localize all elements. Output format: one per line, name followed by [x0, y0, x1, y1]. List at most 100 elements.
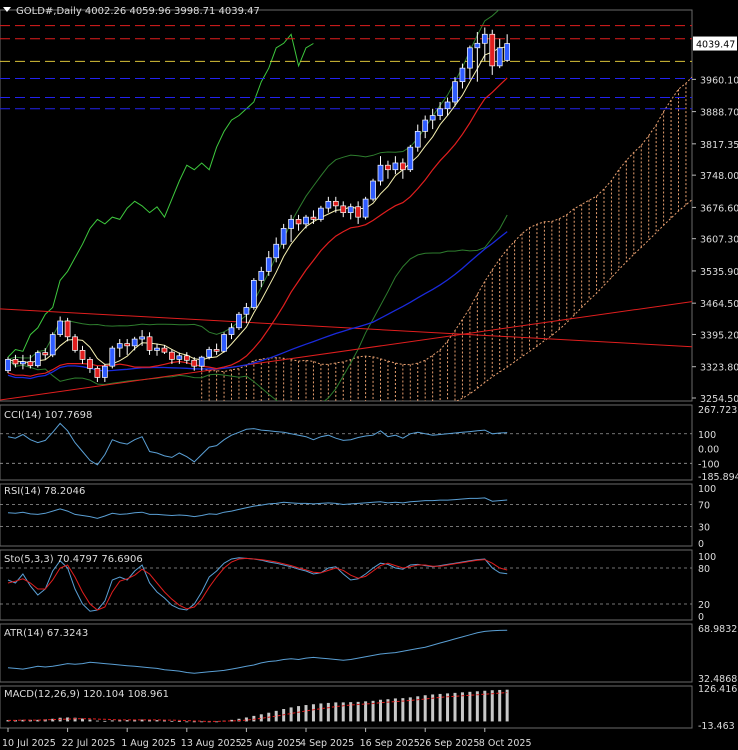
candle-body[interactable]: [467, 47, 473, 69]
axes: 3960.10 3888.70 3817.35 3748.00 3676.60 3607.…: [2, 36, 738, 749]
candle-body[interactable]: [72, 336, 78, 351]
candle-body[interactable]: [64, 320, 71, 338]
pane-titles: GOLD#,Daily 4002.26 4059.96 3998.71 4039…: [4, 6, 260, 700]
candle-body[interactable]: [198, 356, 205, 367]
candle-body[interactable]: [452, 81, 458, 103]
candle-body[interactable]: [169, 351, 175, 360]
candle-body[interactable]: [213, 349, 220, 352]
candle-body[interactable]: [124, 343, 131, 347]
candle-body[interactable]: [288, 219, 294, 229]
candle-body[interactable]: [251, 280, 257, 308]
candle-body[interactable]: [258, 270, 265, 281]
candle-body[interactable]: [496, 47, 503, 67]
time-axis-label: 22 Jul 2025: [62, 738, 116, 749]
candle-body[interactable]: [161, 347, 168, 353]
candle-body[interactable]: [377, 164, 384, 182]
candle-body[interactable]: [57, 320, 64, 335]
candle-body[interactable]: [206, 349, 212, 358]
grid-lines: [0, 9, 693, 729]
candle-body[interactable]: [459, 67, 466, 83]
candle-body[interactable]: [20, 361, 26, 365]
macd-histogram-bar: [215, 721, 219, 723]
candle-body[interactable]: [101, 365, 108, 378]
trend-line-rising: [0, 301, 692, 401]
macd-histogram-bar: [423, 695, 427, 722]
indicator-panes[interactable]: [0, 422, 692, 723]
candle-body[interactable]: [27, 361, 34, 367]
candle-body[interactable]: [474, 42, 481, 49]
candle-body[interactable]: [385, 164, 391, 171]
candle-body[interactable]: [176, 355, 183, 360]
candle-body[interactable]: [437, 108, 443, 116]
cci-axis-label: -100: [698, 459, 720, 470]
candle-body[interactable]: [221, 334, 227, 352]
cci-line: [7, 422, 508, 466]
macd-signal-line: [8, 692, 508, 722]
candle-body[interactable]: [94, 368, 101, 378]
price-axis-label: 3960.10: [700, 75, 738, 86]
candle-body[interactable]: [42, 352, 49, 356]
macd-histogram-bar: [200, 721, 204, 723]
candle-body[interactable]: [481, 33, 488, 44]
candle-body[interactable]: [407, 146, 414, 171]
macd-histogram-bar: [356, 701, 360, 722]
collapse-arrow-icon[interactable]: [3, 7, 11, 12]
candle-body[interactable]: [34, 352, 41, 367]
candle-body[interactable]: [265, 257, 272, 272]
candle-body[interactable]: [191, 359, 198, 367]
candle-body[interactable]: [12, 359, 19, 365]
candle-body[interactable]: [49, 334, 56, 356]
candle-body[interactable]: [392, 162, 399, 171]
candle-body[interactable]: [109, 347, 116, 367]
stochastic-axis-label: 0: [698, 612, 704, 623]
candle-body[interactable]: [370, 180, 376, 200]
candle-body[interactable]: [355, 206, 361, 218]
candle-body[interactable]: [154, 347, 160, 351]
candle-body[interactable]: [332, 200, 339, 207]
candle-body[interactable]: [310, 216, 317, 220]
price-pane[interactable]: [0, 6, 701, 422]
candle-body[interactable]: [340, 205, 347, 213]
macd-histogram-bar: [446, 693, 450, 722]
price-axis-label: 3323.80: [700, 363, 738, 374]
candle-body[interactable]: [347, 206, 354, 213]
candle-body[interactable]: [295, 219, 302, 225]
macd-histogram-bar: [81, 718, 84, 722]
candle-body[interactable]: [79, 350, 86, 360]
candle-body[interactable]: [422, 119, 429, 132]
candle-body[interactable]: [489, 33, 496, 67]
candle-body[interactable]: [5, 359, 11, 372]
candle-body[interactable]: [400, 162, 406, 171]
macd-histogram-bar: [148, 719, 152, 722]
candle-body[interactable]: [87, 359, 93, 369]
macd-histogram-bar: [505, 689, 509, 722]
atr-line: [7, 629, 508, 674]
candle-body[interactable]: [280, 228, 287, 245]
candle-body[interactable]: [429, 115, 436, 121]
macd-histogram-bar: [416, 696, 420, 722]
candle-body[interactable]: [325, 200, 332, 209]
candle-body[interactable]: [236, 313, 242, 329]
candle-body[interactable]: [146, 336, 153, 351]
candle-body[interactable]: [139, 336, 145, 340]
macd-histogram-bar: [88, 719, 92, 722]
candle-body[interactable]: [243, 307, 250, 315]
bollinger-lower: [7, 214, 508, 401]
rsi-line: [7, 497, 508, 519]
candle-body[interactable]: [414, 130, 421, 148]
candle-body[interactable]: [273, 243, 280, 259]
candle-body[interactable]: [116, 343, 123, 349]
candle-body[interactable]: [183, 355, 190, 361]
candle-body[interactable]: [444, 101, 451, 110]
pane-border: [0, 9, 693, 402]
current-price-tag: [693, 36, 737, 51]
candle-body[interactable]: [303, 216, 309, 225]
candle-body[interactable]: [228, 327, 235, 335]
candle-body[interactable]: [504, 43, 510, 61]
candle-body[interactable]: [362, 198, 369, 218]
moving-average-fast: [7, 46, 508, 365]
candle-body[interactable]: [131, 338, 138, 347]
candle-body[interactable]: [318, 207, 324, 220]
macd-histogram-bar: [483, 690, 487, 722]
